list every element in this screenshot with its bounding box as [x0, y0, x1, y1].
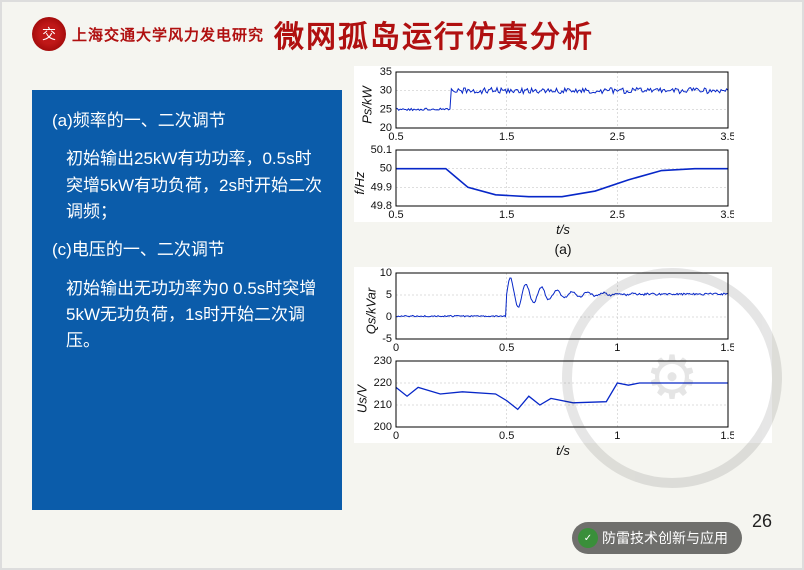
svg-text:50: 50	[380, 163, 392, 175]
description-panel: (a)频率的一、二次调节 初始输出25kW有功功率，0.5s时突增5kW有功负荷…	[32, 90, 342, 510]
university-name: 上海交通大学风力发电研究	[72, 24, 264, 45]
chart-power: Ps/kW 202530350.51.52.53.5	[354, 66, 772, 144]
svg-text:3.5: 3.5	[720, 131, 734, 143]
xlabel-c: t/s	[354, 443, 772, 458]
svg-text:200: 200	[374, 421, 392, 433]
svg-text:210: 210	[374, 399, 392, 411]
svg-text:50.1: 50.1	[371, 144, 392, 156]
section-a-heading: (a)频率的一、二次调节	[52, 108, 322, 134]
svg-text:0.5: 0.5	[388, 131, 403, 143]
xlabel-a: t/s	[354, 222, 772, 237]
svg-text:0: 0	[393, 430, 399, 442]
footer-tag-text: 防雷技术创新与应用	[602, 528, 728, 548]
main-content: (a)频率的一、二次调节 初始输出25kW有功功率，0.5s时突增5kW有功负荷…	[2, 56, 802, 510]
svg-text:35: 35	[380, 66, 392, 78]
chart3-ylabel: Qs/kVar	[364, 288, 379, 334]
section-a-text: 初始输出25kW有功功率，0.5s时突增5kW有功负荷，2s时开始二次调频；	[66, 146, 322, 225]
svg-text:30: 30	[380, 85, 392, 97]
header: 交 上海交通大学风力发电研究 微网孤岛运行仿真分析	[2, 2, 802, 56]
chart-frequency: f/Hz 49.849.95050.10.51.52.53.5	[354, 144, 772, 222]
chart-voltage: Us/V 200 210 220 230 0 0.5 1 1.5	[354, 355, 772, 443]
svg-text:10: 10	[380, 267, 392, 279]
svg-text:1.5: 1.5	[720, 430, 734, 442]
svg-text:2.5: 2.5	[610, 209, 625, 221]
svg-text:1.5: 1.5	[499, 209, 514, 221]
svg-text:0.5: 0.5	[388, 209, 403, 221]
svg-text:-5: -5	[382, 333, 392, 345]
svg-text:1: 1	[614, 430, 620, 442]
university-logo-icon: 交	[32, 17, 66, 51]
charts-column: Ps/kW 202530350.51.52.53.5 f/Hz 49.849.9…	[342, 66, 772, 510]
slide-title: 微网孤岛运行仿真分析	[274, 12, 594, 56]
chart1-ylabel: Ps/kW	[359, 86, 374, 124]
svg-text:230: 230	[374, 355, 392, 367]
footer-account-tag: ✓ 防雷技术创新与应用	[572, 522, 742, 554]
svg-text:1.5: 1.5	[720, 342, 734, 354]
svg-text:220: 220	[374, 377, 392, 389]
wechat-icon: ✓	[578, 528, 598, 548]
chart2-ylabel: f/Hz	[352, 171, 367, 194]
page-number: 26	[752, 511, 772, 532]
svg-text:1: 1	[614, 342, 620, 354]
svg-text:5: 5	[386, 289, 392, 301]
svg-text:0: 0	[393, 342, 399, 354]
chart4-ylabel: Us/V	[355, 385, 370, 413]
svg-text:2.5: 2.5	[610, 131, 625, 143]
svg-text:25: 25	[380, 103, 392, 115]
svg-text:0: 0	[386, 311, 392, 323]
group-a-label: (a)	[354, 241, 772, 257]
svg-text:49.9: 49.9	[371, 181, 392, 193]
svg-text:0.5: 0.5	[499, 342, 514, 354]
section-c-text: 初始输出无功功率为0 0.5s时突增5kW无功负荷，1s时开始二次调压。	[66, 276, 322, 355]
svg-text:0.5: 0.5	[499, 430, 514, 442]
svg-text:3.5: 3.5	[720, 209, 734, 221]
section-c-heading: (c)电压的一、二次调节	[52, 237, 322, 263]
svg-text:1.5: 1.5	[499, 131, 514, 143]
chart-reactive: Qs/kVar -5051000.511.5	[354, 267, 772, 355]
